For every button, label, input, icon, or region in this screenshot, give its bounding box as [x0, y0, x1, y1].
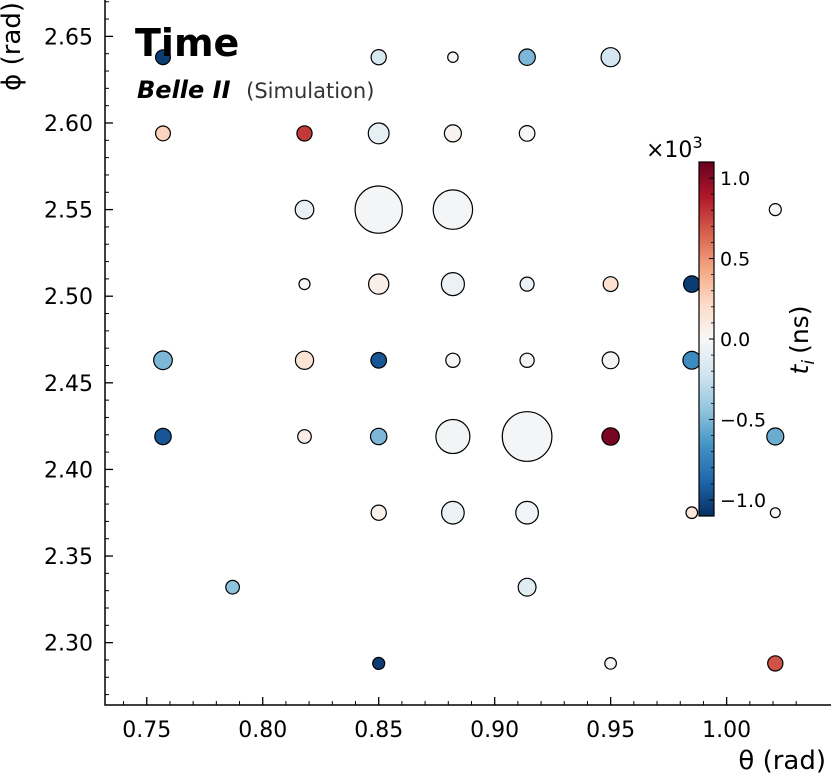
data-point: [432, 189, 474, 230]
data-point: [601, 351, 620, 370]
data-point: [600, 47, 621, 68]
chart-title: Time: [135, 21, 239, 65]
colorbar-tick-label: −0.5: [720, 409, 766, 431]
plot-background: [105, 0, 831, 705]
plot-frame: [104, 0, 831, 706]
colorbar-tick-label: 0.5: [720, 249, 750, 271]
data-point: [435, 418, 471, 455]
x-tick-label: 0.95: [586, 718, 635, 743]
data-points: [153, 47, 785, 672]
x-tick-label: 1.00: [702, 718, 751, 743]
colorbar-label-sub: i: [799, 360, 819, 365]
data-point: [518, 124, 536, 142]
data-point: [370, 49, 387, 66]
colorbar-multiplier: ×103: [646, 133, 703, 163]
data-point: [354, 185, 403, 234]
y-tick-label: 2.40: [44, 458, 93, 483]
colorbar: −1.0 −0.5 0.0 0.5 1.0 ×103 ti (ns): [646, 133, 819, 517]
y-tick-label: 2.60: [44, 112, 93, 137]
y-axis-label: ϕ (rad): [0, 2, 27, 91]
data-point: [682, 350, 702, 370]
data-point: [685, 506, 699, 520]
data-point: [294, 350, 315, 370]
data-point: [153, 350, 173, 371]
data-point: [768, 203, 782, 217]
colorbar-tick-label: −1.0: [720, 490, 766, 512]
y-tick-label: 2.55: [44, 199, 93, 224]
data-point: [519, 276, 535, 292]
data-point: [155, 125, 172, 142]
data-point: [445, 352, 461, 368]
data-point: [517, 577, 537, 597]
data-point: [518, 48, 536, 66]
data-point: [154, 427, 172, 446]
data-point: [602, 276, 619, 293]
colorbar-multiplier-base: ×10: [646, 138, 692, 163]
data-point: [682, 275, 701, 293]
data-point: [155, 49, 172, 66]
data-point: [604, 657, 617, 670]
data-point: [372, 656, 386, 671]
data-point: [370, 351, 388, 369]
data-point: [441, 500, 465, 525]
data-point: [447, 51, 459, 63]
data-point: [294, 199, 315, 220]
data-point: [368, 273, 390, 295]
y-tick-label: 2.65: [44, 25, 93, 50]
simulation-note: (Simulation): [246, 79, 374, 103]
colorbar-label-unit: (ns): [785, 306, 814, 354]
data-point: [766, 427, 785, 446]
x-axis-ticks: 0.75 0.80 0.85 0.90 0.95 1.00: [122, 697, 797, 743]
data-point: [515, 500, 539, 525]
data-point: [501, 411, 553, 462]
x-tick-label: 0.80: [238, 718, 287, 743]
data-point: [225, 579, 241, 595]
data-point: [297, 429, 312, 444]
y-tick-label: 2.45: [44, 372, 93, 397]
data-point: [298, 278, 311, 291]
x-tick-label: 0.90: [470, 718, 519, 743]
colorbar-tick-label: 1.0: [720, 168, 750, 190]
data-point: [296, 125, 313, 142]
data-point: [601, 427, 620, 446]
data-point: [769, 507, 781, 519]
data-point: [369, 427, 388, 446]
data-point: [370, 504, 387, 521]
y-axis-ticks: 2.30 2.35 2.40 2.45 2.50 2.55 2.60 2.65: [44, 1, 113, 696]
experiment-name: Belle II: [137, 76, 231, 104]
y-tick-label: 2.30: [44, 632, 93, 657]
data-point: [767, 655, 784, 672]
colorbar-ticks: −1.0 −0.5 0.0 0.5 1.0: [709, 161, 766, 517]
data-point: [519, 352, 535, 368]
y-tick-label: 2.35: [44, 545, 93, 570]
data-point: [443, 124, 462, 143]
colorbar-label-var: t: [785, 363, 814, 374]
x-tick-label: 0.75: [122, 718, 171, 743]
colorbar-label: ti (ns): [785, 306, 819, 375]
colorbar-tick-label: 0.0: [720, 329, 750, 351]
colorbar-multiplier-exp: 3: [692, 133, 702, 152]
x-axis-label: θ (rad): [738, 746, 826, 776]
data-point: [440, 272, 465, 297]
x-tick-label: 0.85: [354, 718, 403, 743]
y-tick-label: 2.50: [44, 285, 93, 310]
data-point: [367, 122, 390, 145]
experiment-label: Belle II (Simulation): [137, 76, 374, 104]
